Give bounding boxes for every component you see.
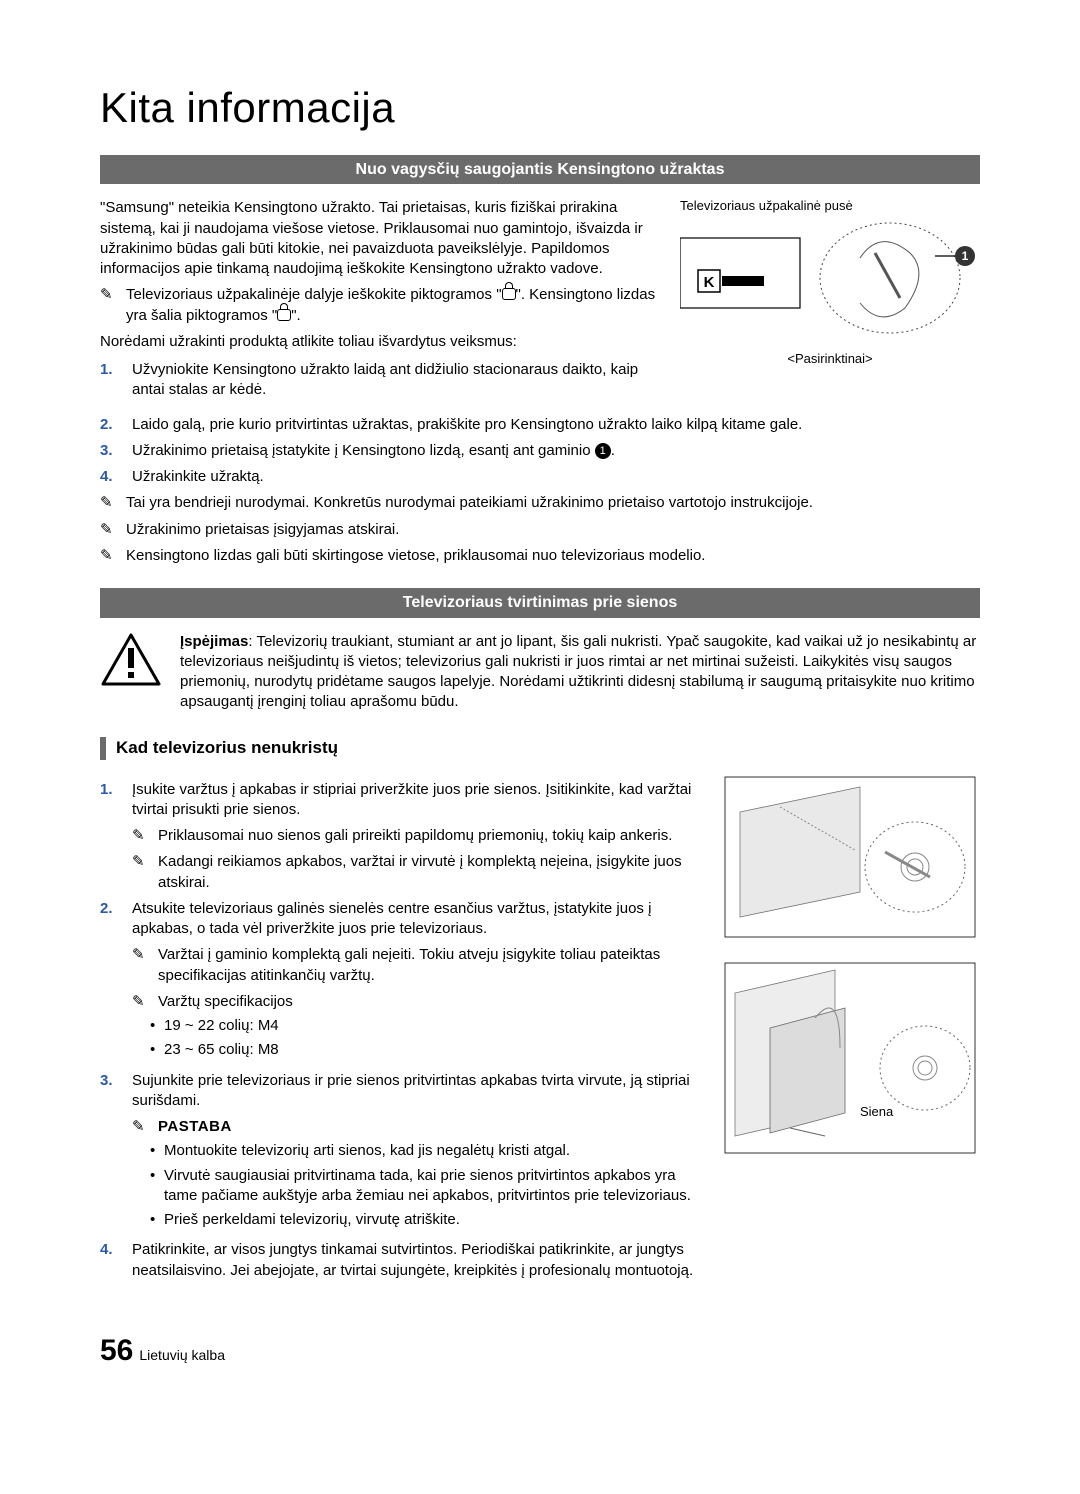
step-text: Laido galą, prie kurio pritvirtintas užr… bbox=[132, 415, 802, 435]
note-text: Priklausomai nuo sienos gali prireikti p… bbox=[158, 826, 672, 846]
note-location: ✎ Kensingtono lizdas gali būti skirtingo… bbox=[100, 546, 980, 566]
pastaba-label: PASTABA bbox=[158, 1117, 232, 1137]
note-separate: ✎ Užrakinimo prietaisas įsigyjamas atski… bbox=[100, 520, 980, 540]
warning-box: Įspėjimas: Televizorių traukiant, stumia… bbox=[100, 632, 980, 713]
siena-label: Siena bbox=[860, 1104, 894, 1119]
nested-note: ✎ Varžtai į gaminio komplektą gali neįei… bbox=[132, 945, 696, 986]
note-text: Kensingtono lizdas gali būti skirtingose… bbox=[126, 546, 705, 566]
step-text: Atsukite televizoriaus galinės sienelės … bbox=[132, 900, 651, 937]
note-icon: ✎ bbox=[100, 520, 118, 540]
warning-icon bbox=[100, 632, 162, 713]
spec-item: 19 ~ 22 colių: M4 bbox=[150, 1016, 696, 1036]
note-text: Televizoriaus užpakalinėje dalyje ieškok… bbox=[126, 285, 660, 326]
section-bar-kensington: Nuo vagysčių saugojantis Kensingtono užr… bbox=[100, 155, 980, 185]
note-icon: ✎ bbox=[100, 285, 118, 326]
step-text: Užrakinkite užraktą. bbox=[132, 467, 264, 487]
pastaba-item: Prieš perkeldami televizorių, virvutę at… bbox=[150, 1210, 696, 1230]
pastaba-list: Montuokite televizorių arti sienos, kad … bbox=[150, 1141, 696, 1230]
note-text: Varžtai į gaminio komplektą gali neįeiti… bbox=[158, 945, 696, 986]
step-text: Užrakinimo prietaisą įstatykite į Kensin… bbox=[132, 441, 615, 461]
page-language: Lietuvių kalba bbox=[139, 1346, 225, 1365]
note-general: ✎ Tai yra bendrieji nurodymai. Konkretūs… bbox=[100, 493, 980, 513]
warning-text: Įspėjimas: Televizorių traukiant, stumia… bbox=[180, 632, 980, 713]
note-pictogram: ✎ Televizoriaus užpakalinėje dalyje iešk… bbox=[100, 285, 660, 326]
page-footer: 56 Lietuvių kalba bbox=[100, 1331, 980, 1372]
note-icon: ✎ bbox=[132, 945, 150, 986]
note-text: Tai yra bendrieji nurodymai. Konkretūs n… bbox=[126, 493, 813, 513]
nested-note: ✎ Priklausomai nuo sienos gali prireikti… bbox=[132, 826, 696, 846]
note-icon: ✎ bbox=[132, 992, 150, 1012]
section-bar-wall: Televizoriaus tvirtinimas prie sienos bbox=[100, 588, 980, 618]
intro-text: "Samsung" neteikia Kensingtono užrakto. … bbox=[100, 198, 660, 279]
note-icon: ✎ bbox=[132, 826, 150, 846]
fall-steps: Įsukite varžtus į apkabas ir stipriai pr… bbox=[100, 780, 696, 1281]
lock-icon bbox=[277, 309, 291, 321]
wall-figure-1 bbox=[720, 772, 980, 942]
step-text: Įsukite varžtus į apkabas ir stipriai pr… bbox=[132, 781, 691, 818]
note-text: Varžtų specifikacijos bbox=[158, 992, 293, 1012]
spec-list: 19 ~ 22 colių: M4 23 ~ 65 colių: M8 bbox=[150, 1016, 696, 1061]
ref-bubble-1: 1 bbox=[595, 443, 611, 459]
pastaba-note: ✎ PASTABA bbox=[132, 1117, 696, 1137]
pre-steps-text: Norėdami užrakinti produktą atlikite tol… bbox=[100, 332, 660, 352]
note-text: Užrakinimo prietaisas įsigyjamas atskira… bbox=[126, 520, 399, 540]
svg-text:1: 1 bbox=[962, 249, 969, 263]
wall-figure-2: Siena bbox=[720, 958, 980, 1158]
lock-icon bbox=[502, 288, 516, 300]
subheading-fall: Kad televizorius nenukristų bbox=[100, 737, 980, 760]
page-title: Kita informacija bbox=[100, 80, 980, 137]
wall-figures: Siena bbox=[720, 772, 980, 1287]
figure-caption: <Pasirinktinai> bbox=[680, 350, 980, 368]
kensington-figure: Televizoriaus užpakalinė pusė K 1 <Pasir… bbox=[680, 198, 980, 406]
note-icon: ✎ bbox=[100, 546, 118, 566]
nested-note: ✎ Kadangi reikiamos apkabos, varžtai ir … bbox=[132, 852, 696, 893]
pastaba-item: Montuokite televizorių arti sienos, kad … bbox=[150, 1141, 696, 1161]
kensington-intro: "Samsung" neteikia Kensingtono užrakto. … bbox=[100, 198, 980, 406]
page-number: 56 bbox=[100, 1331, 133, 1372]
step-text: Sujunkite prie televizoriaus ir prie sie… bbox=[132, 1072, 690, 1109]
pastaba-item: Virvutė saugiausiai pritvirtinama tada, … bbox=[150, 1166, 696, 1207]
note-text: Kadangi reikiamos apkabos, varžtai ir vi… bbox=[158, 852, 696, 893]
note-icon: ✎ bbox=[100, 493, 118, 513]
step-text: Užvyniokite Kensingtono užrakto laidą an… bbox=[132, 360, 660, 401]
step-text: Patikrinkite, ar visos jungtys tinkamai … bbox=[132, 1240, 696, 1281]
spec-item: 23 ~ 65 colių: M8 bbox=[150, 1040, 696, 1060]
note-icon: ✎ bbox=[132, 852, 150, 893]
figure-label: Televizoriaus užpakalinė pusė bbox=[680, 198, 853, 214]
kensington-steps: Užvyniokite Kensingtono užrakto laidą an… bbox=[100, 360, 660, 401]
note-icon: ✎ bbox=[132, 1117, 150, 1137]
nested-note: ✎ Varžtų specifikacijos bbox=[132, 992, 696, 1012]
svg-text:K: K bbox=[704, 274, 715, 291]
kensington-steps-cont: Laido galą, prie kurio pritvirtintas užr… bbox=[100, 415, 980, 488]
